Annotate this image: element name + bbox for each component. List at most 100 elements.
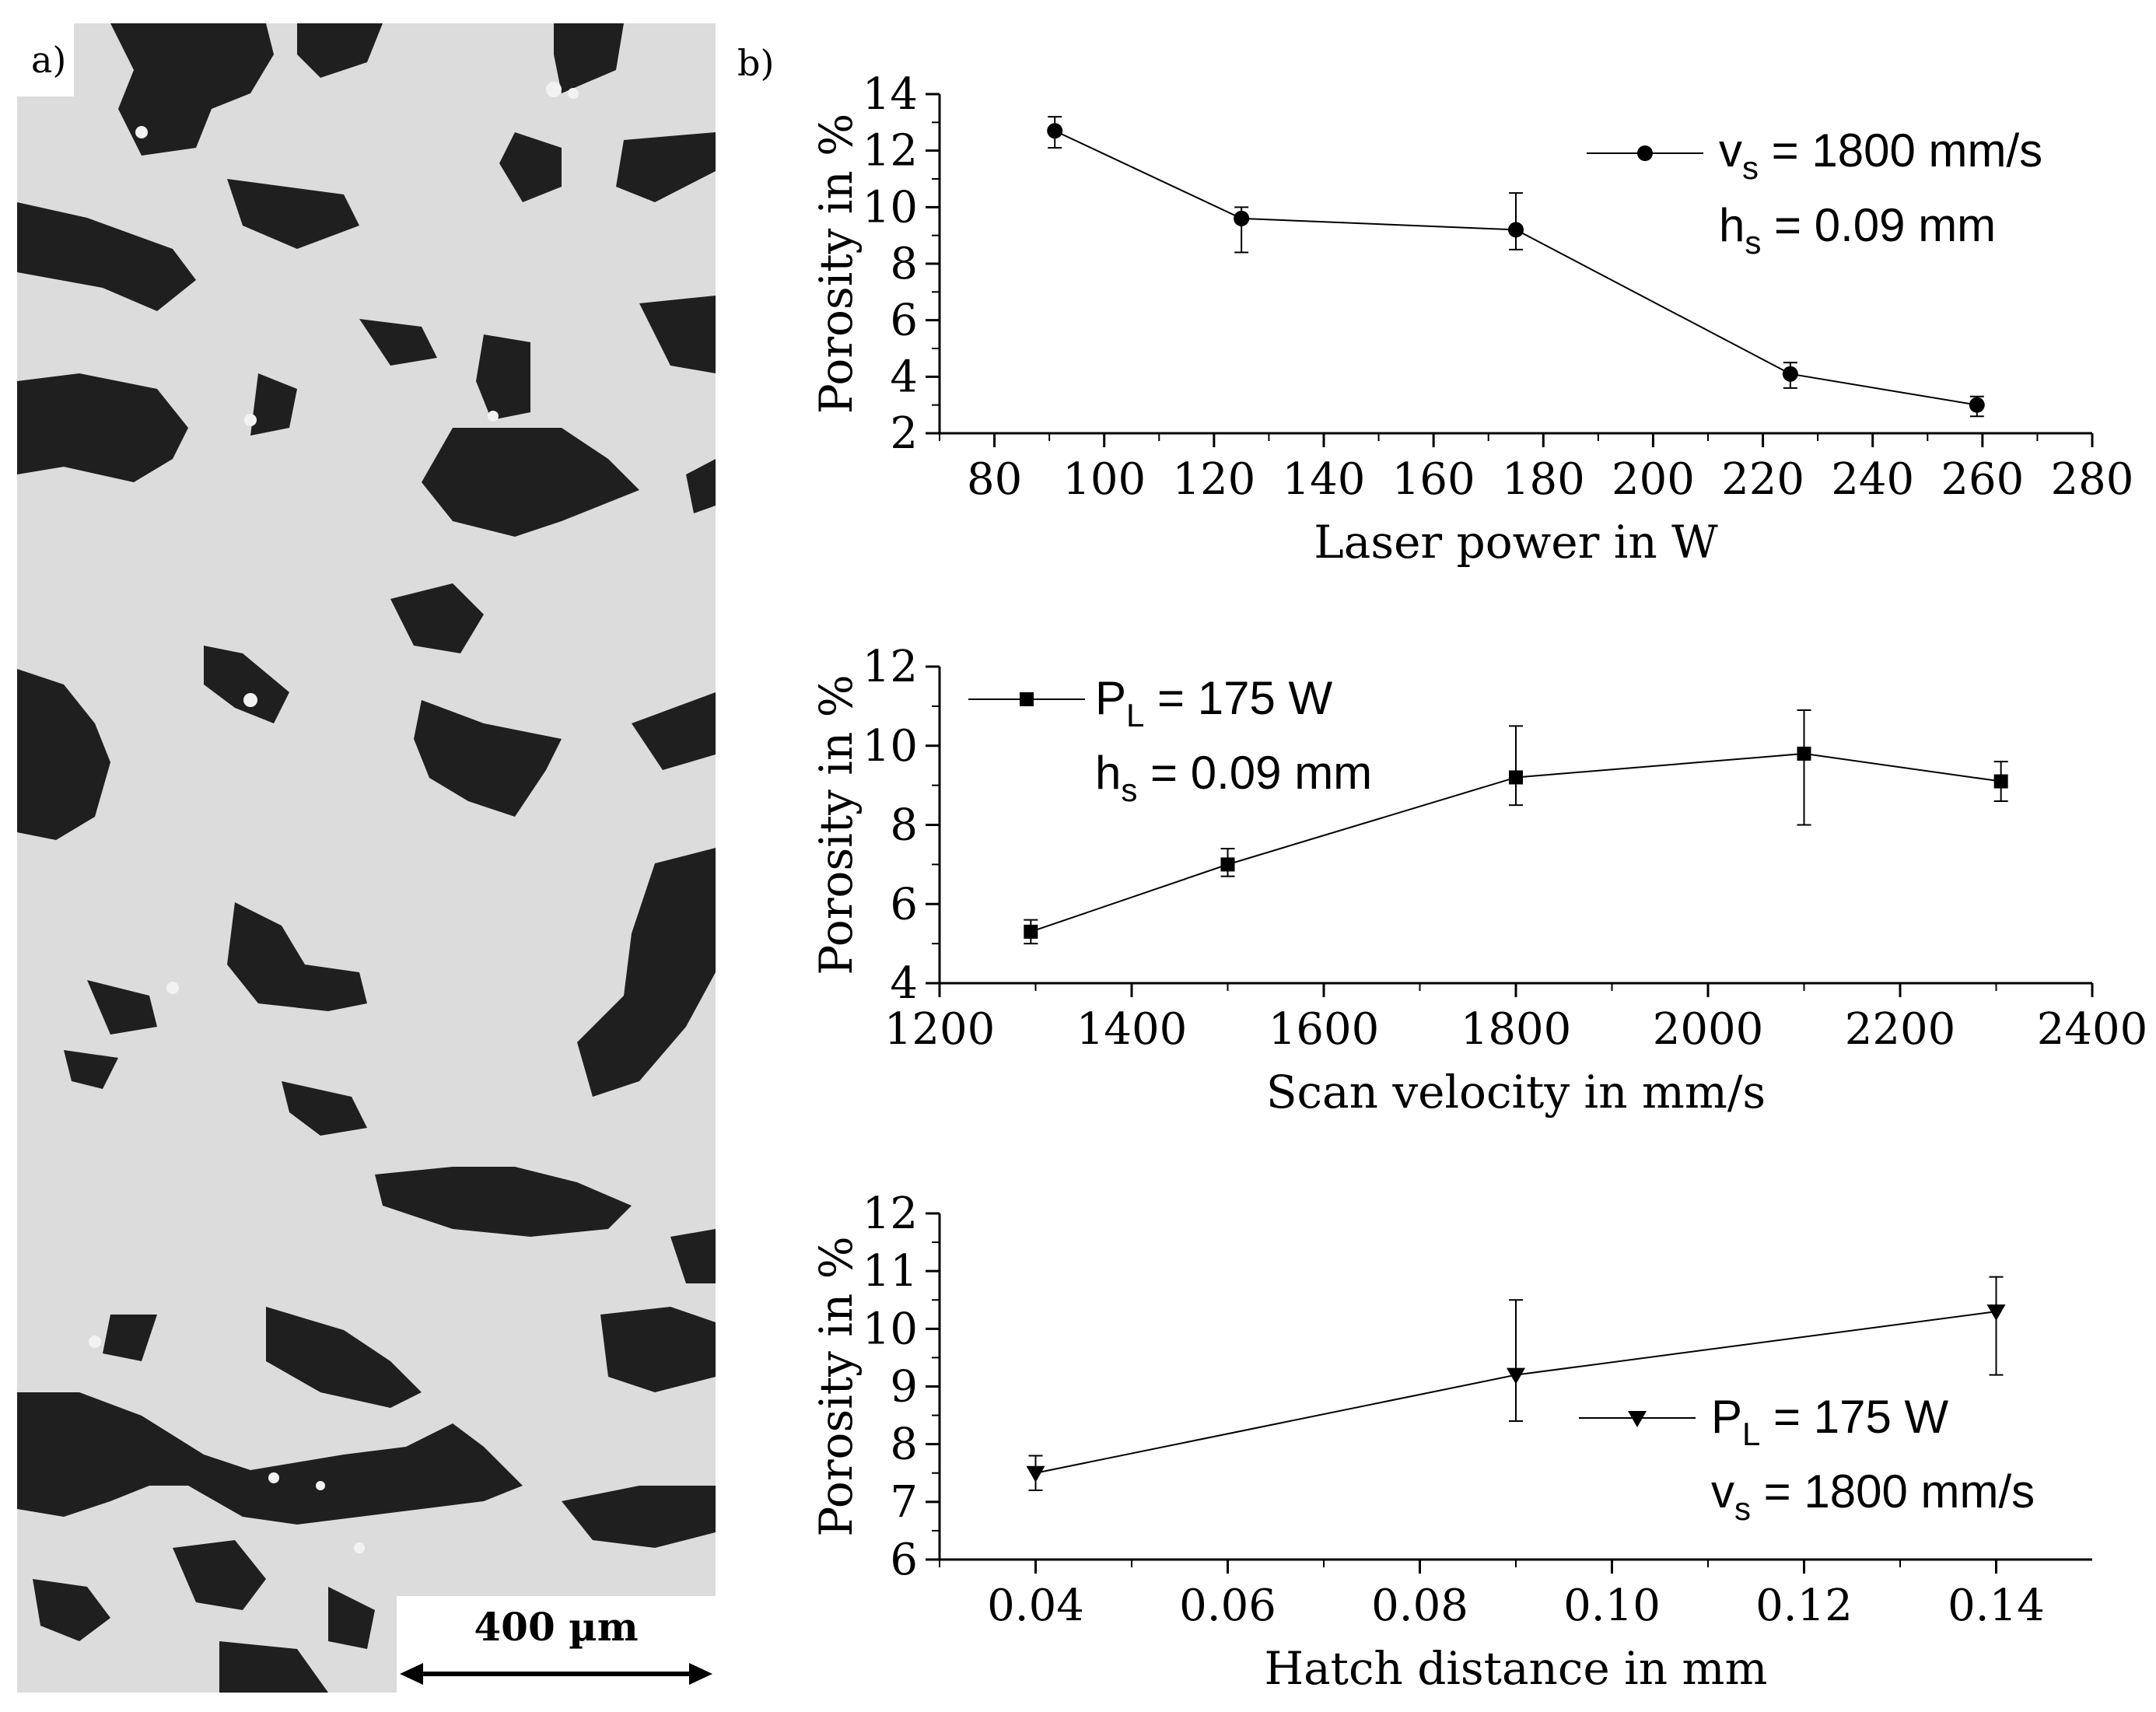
y-tick-label: 12: [863, 642, 918, 692]
x-tick-label: 0.04: [987, 1581, 1084, 1631]
legend-entry-2: vs = 1800 mm/s: [1711, 1465, 2035, 1527]
legend-entry-1-value: = 1800 mm/s: [1759, 124, 2042, 177]
legend-entry-1-symbol: P: [1711, 1391, 1742, 1443]
x-tick-label: 80: [967, 454, 1022, 505]
chart-3: 0.04 0.06 0.08 0.10 0.12 0.14 6 7 8 9 10 11 12 Hatch …: [810, 1189, 2092, 1695]
y-tick-label: 10: [863, 1304, 918, 1354]
legend: PL = 175 W vs = 1800 mm/s: [1579, 1391, 2035, 1527]
data-point: [1993, 774, 2008, 789]
y-axis-title: Porosity in %: [810, 674, 863, 975]
x-tick-label: 1200: [884, 1004, 996, 1055]
x-tick-label: 0.10: [1563, 1581, 1661, 1631]
y-tick-label: 6: [890, 1535, 918, 1585]
y-tick-label: 7: [890, 1477, 918, 1528]
scale-bar-label: 400 µm: [474, 1604, 639, 1650]
y-tick-label: 14: [863, 69, 918, 120]
x-tick-label: 140: [1283, 454, 1366, 505]
micrograph-image: [17, 23, 716, 1693]
y-tick-label: 4: [890, 352, 918, 402]
legend-marker: [1628, 1411, 1647, 1427]
x-tick-label: 0.08: [1371, 1581, 1468, 1631]
chart-2: 1200 1400 1600 1800 2000 2200 2400 4 6 8 10 12 Scan …: [810, 642, 2147, 1119]
y-tick-label: 8: [890, 1420, 918, 1470]
x-tick-label: 280: [2051, 454, 2134, 505]
chart-1: 80 100 120 140 160 180 200 220 240 260 280 2 4 6 8 1012…: [810, 69, 2133, 569]
legend: vs = 1800 mm/shs = 0.09 mm: [1587, 124, 2042, 261]
legend-entry-1-value: = 175 W: [1144, 672, 1332, 724]
panel-a-label: a): [16, 23, 75, 96]
x-tick-label: 0.12: [1755, 1581, 1853, 1631]
legend-entry-2-subscript: s: [1121, 772, 1137, 808]
y-tick-label: 6: [890, 296, 918, 346]
legend-entry-2-subscript: s: [1734, 1490, 1751, 1527]
x-tick-label: 260: [1941, 454, 2024, 505]
legend-entry-2-subscript: s: [1745, 224, 1761, 261]
data-point: [1508, 222, 1524, 238]
x-tick-label: 240: [1831, 454, 1914, 505]
scale-bar: 400 µm: [397, 1596, 716, 1712]
x-tick-label: 2400: [2037, 1004, 2148, 1055]
data-point: [1797, 746, 1811, 761]
y-tick-label: 6: [890, 879, 918, 930]
data-point: [1024, 924, 1038, 939]
x-tick-label: 1800: [1461, 1004, 1572, 1055]
micrograph-pores: [17, 23, 716, 1693]
legend-entry-2-symbol: h: [1095, 747, 1121, 799]
y-tick-label: 12: [863, 126, 918, 177]
x-tick-label: 0.06: [1179, 1581, 1276, 1631]
data-point: [1220, 857, 1235, 872]
y-tick-label: 2: [890, 408, 918, 459]
legend-entry-1-symbol: P: [1095, 672, 1126, 724]
x-axis-title: Laser power in W: [1314, 516, 1718, 569]
y-tick-label: 8: [890, 800, 918, 851]
x-tick-label: 1400: [1076, 1004, 1188, 1055]
scale-bar-arrow: [400, 1663, 712, 1685]
x-tick-label: 120: [1172, 454, 1255, 505]
x-tick-label: 180: [1502, 454, 1585, 505]
legend-entry-1-value: = 175 W: [1760, 1391, 1948, 1443]
legend-entry-2: hs = 0.09 mm: [1719, 199, 1996, 261]
x-axis-title: Scan velocity in mm/s: [1266, 1066, 1766, 1119]
legend-entry-1: PL = 175 W: [1095, 672, 1333, 733]
y-axis-title: Porosity in %: [810, 1236, 863, 1537]
legend-entry-2-symbol: v: [1711, 1465, 1734, 1518]
data-point: [1047, 123, 1063, 139]
y-tick-label: 11: [863, 1246, 918, 1297]
legend-entry-1-subscript: L: [1742, 1416, 1760, 1452]
x-tick-label: 1600: [1269, 1004, 1380, 1055]
y-axis-title: Porosity in %: [810, 114, 863, 415]
data-point: [1026, 1465, 1045, 1483]
x-tick-label: 0.14: [1948, 1581, 2045, 1631]
legend-marker: [1020, 692, 1034, 706]
legend-entry-2: hs = 0.09 mm: [1095, 747, 1372, 808]
x-tick-label: 100: [1062, 454, 1146, 505]
x-tick-label: 2200: [1845, 1004, 1956, 1055]
legend-entry-2-value: = 0.09 mm: [1137, 747, 1372, 799]
legend-entry-2-value: = 0.09 mm: [1761, 199, 1996, 251]
legend-entry-1-subscript: L: [1126, 697, 1144, 733]
legend-entry-1: PL = 175 W: [1711, 1391, 1949, 1452]
y-tick-label: 12: [863, 1189, 918, 1239]
x-tick-label: 160: [1392, 454, 1475, 505]
panel-b-label: b): [737, 42, 775, 84]
legend-entry-1-symbol: v: [1719, 124, 1742, 177]
x-tick-label: 2000: [1653, 1004, 1764, 1055]
legend-entry-2-symbol: h: [1719, 199, 1745, 251]
x-tick-label: 220: [1721, 454, 1804, 505]
y-tick-label: 10: [863, 182, 918, 233]
y-tick-label: 8: [890, 239, 918, 289]
data-point: [1986, 1304, 2006, 1322]
data-point: [1234, 210, 1250, 226]
y-tick-label: 4: [890, 958, 918, 1009]
data-point: [1969, 397, 1985, 413]
legend-entry-1: vs = 1800 mm/s: [1719, 124, 2042, 186]
data-point: [1509, 770, 1523, 785]
legend-entry-2-value: = 1800 mm/s: [1751, 1465, 2035, 1518]
legend-marker: [1637, 145, 1653, 161]
y-tick-label: 10: [863, 721, 918, 772]
legend: PL = 175 W hs = 0.09 mm: [968, 672, 1372, 808]
data-point: [1507, 1367, 1525, 1385]
data-point: [1782, 366, 1798, 382]
legend-entry-1-subscript: s: [1742, 149, 1759, 186]
